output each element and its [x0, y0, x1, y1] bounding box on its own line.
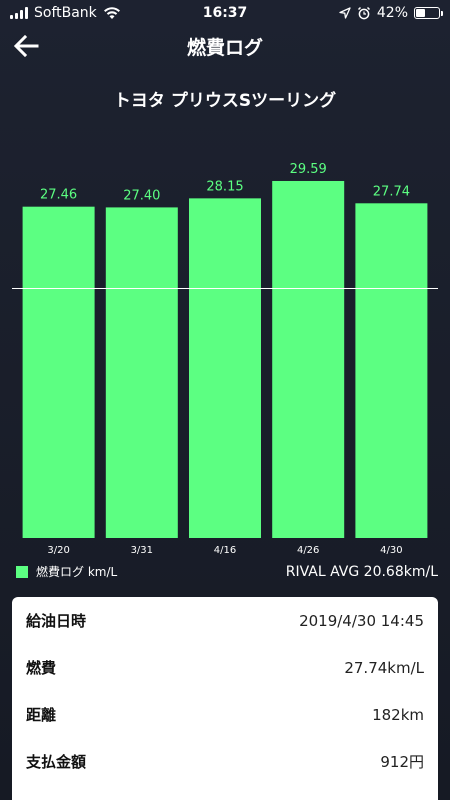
- rival-avg-label: RIVAL AVG 20.68km/L: [285, 563, 438, 580]
- detail-label: 距離: [26, 706, 57, 724]
- fuel-economy-chart: 27.46 3/20 27.40 3/31 28.15 4/16 29.59 4/26 27.7…: [0, 140, 450, 560]
- bar-4/16[interactable]: [189, 198, 261, 538]
- alarm-clock-icon: [357, 6, 370, 20]
- legend-swatch: [16, 565, 28, 578]
- bar-4/30[interactable]: [355, 203, 428, 539]
- header: 燃費ログ: [0, 26, 450, 66]
- bar-3/31[interactable]: [105, 207, 178, 538]
- bar-3/20[interactable]: [22, 206, 95, 538]
- back-button[interactable]: [10, 30, 42, 62]
- legend: 燃費ログ km/L: [16, 563, 117, 580]
- wifi-icon: [103, 7, 120, 19]
- detail-card: 給油日時 2019/4/30 14:45 燃費 27.74km/L 距離 182…: [12, 597, 438, 800]
- detail-row-payment: 支払金額 912円: [26, 738, 424, 785]
- location-arrow-icon: [339, 7, 351, 19]
- chart-svg: 27.46 3/20 27.40 3/31 28.15 4/16 29.59 4/26 27.7…: [12, 162, 438, 556]
- detail-value: 182km: [372, 705, 424, 724]
- x-tick-label: 3/20: [47, 545, 69, 556]
- x-tick-label: 3/31: [131, 545, 153, 556]
- x-tick-label: 4/26: [297, 545, 319, 556]
- detail-label: 支払金額: [26, 753, 87, 771]
- battery-percent: 42%: [376, 5, 408, 21]
- arrow-left-icon: [13, 35, 39, 57]
- carrier-label: SoftBank: [34, 5, 97, 21]
- detail-value: 27.74km/L: [344, 658, 424, 677]
- status-right: 42%: [339, 5, 443, 21]
- x-tick-label: 4/30: [380, 545, 402, 556]
- battery-level: [416, 9, 426, 17]
- data-label: 27.74: [373, 184, 410, 199]
- detail-value: 2019/4/30 14:45: [299, 611, 424, 630]
- data-label: 27.40: [123, 188, 160, 203]
- detail-row-fuel-economy: 燃費 27.74km/L: [26, 644, 424, 691]
- battery-icon: [414, 7, 443, 19]
- data-label: 29.59: [290, 162, 327, 177]
- detail-value: 912円: [380, 753, 424, 771]
- data-label: 27.46: [40, 188, 77, 203]
- legend-row: 燃費ログ km/L RIVAL AVG 20.68km/L: [16, 563, 438, 580]
- detail-row-refuel-date: 給油日時 2019/4/30 14:45: [26, 597, 424, 644]
- bar-4/26[interactable]: [272, 180, 345, 538]
- signal-icon: [10, 7, 28, 19]
- legend-label: 燃費ログ km/L: [36, 565, 118, 579]
- x-tick-label: 4/16: [214, 545, 236, 556]
- detail-row-distance: 距離 182km: [26, 691, 424, 738]
- car-name: トヨタ プリウスSツーリング: [113, 91, 337, 111]
- detail-label: 燃費: [26, 659, 57, 677]
- page-title: 燃費ログ: [186, 36, 263, 59]
- detail-label: 給油日時: [26, 612, 87, 630]
- status-left: SoftBank: [10, 5, 121, 21]
- status-bar: SoftBank 16:37 42%: [0, 0, 450, 26]
- data-label: 28.15: [206, 179, 243, 194]
- status-time: 16:37: [202, 5, 248, 21]
